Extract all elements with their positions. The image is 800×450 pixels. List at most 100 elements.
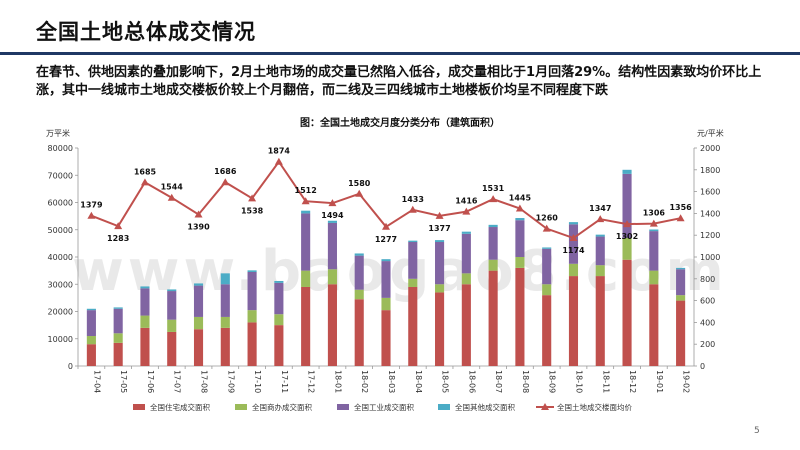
legend-label: 全国住宅成交面积 [150, 402, 210, 412]
y-right-tick-label: 1200 [700, 231, 720, 240]
x-tick-label: 18-03 [387, 370, 396, 393]
bar-segment-2 [461, 273, 471, 285]
y-left-tick-label: 80000 [48, 144, 73, 153]
bar-segment-1 [595, 276, 605, 366]
bar-segment-3 [676, 269, 686, 296]
bar-segment-1 [649, 284, 659, 366]
price-point [542, 224, 551, 232]
y-right-tick-label: 0 [700, 362, 705, 371]
price-data-label: 1283 [107, 234, 129, 243]
y-right-tick-label: 2000 [700, 144, 720, 153]
price-point [87, 211, 96, 219]
y-right-tick-label: 1400 [700, 209, 720, 218]
y-right-tick-label: 200 [700, 340, 715, 349]
bar-segment-3 [649, 231, 659, 271]
bar-segment-3 [113, 308, 123, 334]
bar-segment-2 [568, 263, 579, 277]
bar-segment-1 [488, 270, 498, 366]
legend-label: 全国其他成交面积 [455, 402, 515, 412]
price-point [515, 204, 524, 212]
bar-segment-1 [86, 344, 96, 366]
price-point [623, 220, 632, 228]
price-data-label: 1544 [161, 183, 184, 192]
x-tick-label: 17-06 [146, 370, 155, 393]
bar-segment-3 [542, 248, 552, 285]
price-point [462, 207, 471, 215]
bar-segment-2 [622, 237, 632, 260]
price-point [408, 205, 417, 213]
bar-segment-3 [461, 233, 471, 274]
price-point [489, 195, 498, 203]
bar-segment-1 [167, 331, 177, 366]
bar-segment-3 [140, 288, 150, 316]
price-point [382, 222, 390, 230]
price-point [435, 211, 444, 219]
price-data-label: 1356 [669, 203, 692, 212]
y-left-tick-label: 50000 [48, 226, 73, 235]
price-data-label: 1445 [509, 193, 532, 202]
y-right-tick-label: 1000 [700, 253, 720, 262]
bar-segment-1 [354, 299, 364, 366]
x-tick-label: 17-05 [119, 370, 128, 393]
bar-segment-3 [301, 213, 311, 271]
bar-segment-4 [140, 286, 150, 289]
legend-swatch-marker [541, 403, 549, 410]
x-tick-label: 17-11 [280, 370, 289, 393]
legend-swatch [438, 404, 450, 410]
bar-segment-2 [247, 310, 257, 323]
bar-segment-1 [542, 295, 552, 366]
legend-label: 全国工业成交面积 [354, 402, 414, 412]
bar-segment-2 [113, 333, 123, 343]
price-data-label: 1538 [241, 206, 264, 215]
price-data-label: 1531 [482, 184, 505, 193]
bar-segment-4 [622, 169, 632, 174]
bar-segment-2 [86, 336, 96, 345]
bar-segment-3 [568, 224, 579, 264]
y-right-tick-label: 1600 [700, 188, 720, 197]
bar-segment-2 [140, 315, 150, 328]
price-point [274, 157, 283, 165]
price-point [596, 215, 605, 223]
bar-segment-3 [408, 242, 418, 279]
bar-segment-4 [220, 273, 230, 285]
bar-segment-2 [649, 270, 659, 285]
price-point [649, 219, 658, 227]
y-right-unit-label: 元/平米 [697, 128, 724, 138]
bar-segment-4 [676, 267, 686, 270]
x-tick-label: 19-01 [655, 370, 664, 393]
legend-label: 全国商办成交面积 [252, 402, 312, 412]
bar-segment-2 [220, 316, 230, 328]
price-data-label: 1874 [268, 147, 291, 156]
x-tick-label: 18-11 [601, 370, 610, 393]
price-data-label: 1686 [214, 167, 237, 176]
legend-swatch [337, 404, 349, 410]
x-tick-label: 18-12 [628, 370, 637, 393]
x-tick-label: 18-02 [360, 370, 369, 393]
bar-segment-1 [408, 286, 418, 366]
price-point [569, 234, 578, 242]
bar-segment-4 [327, 220, 337, 223]
bar-segment-2 [193, 316, 204, 330]
chart-title: 图：全国土地成交月度分类分布（建筑面积） [300, 118, 500, 129]
bar-segment-1 [381, 310, 391, 366]
y-left-tick-label: 20000 [48, 308, 73, 317]
price-point [140, 178, 149, 186]
bar-segment-4 [435, 240, 445, 243]
price-data-label: 1302 [616, 232, 638, 241]
x-tick-label: 17-09 [226, 370, 235, 393]
price-data-label: 1580 [348, 179, 371, 188]
price-data-label: 1416 [455, 197, 478, 206]
y-left-unit-label: 万平米 [46, 128, 70, 138]
y-left-tick-label: 70000 [48, 171, 73, 180]
page-number: 5 [754, 426, 760, 436]
bar-segment-3 [86, 310, 96, 337]
title-divider [0, 52, 800, 55]
bar-segment-1 [220, 327, 230, 366]
y-right-tick-label: 400 [700, 318, 715, 327]
price-data-label: 1685 [134, 167, 157, 176]
bar-segment-1 [568, 276, 579, 366]
price-point [248, 194, 257, 202]
price-point [355, 189, 364, 197]
bar-segment-4 [193, 283, 204, 286]
